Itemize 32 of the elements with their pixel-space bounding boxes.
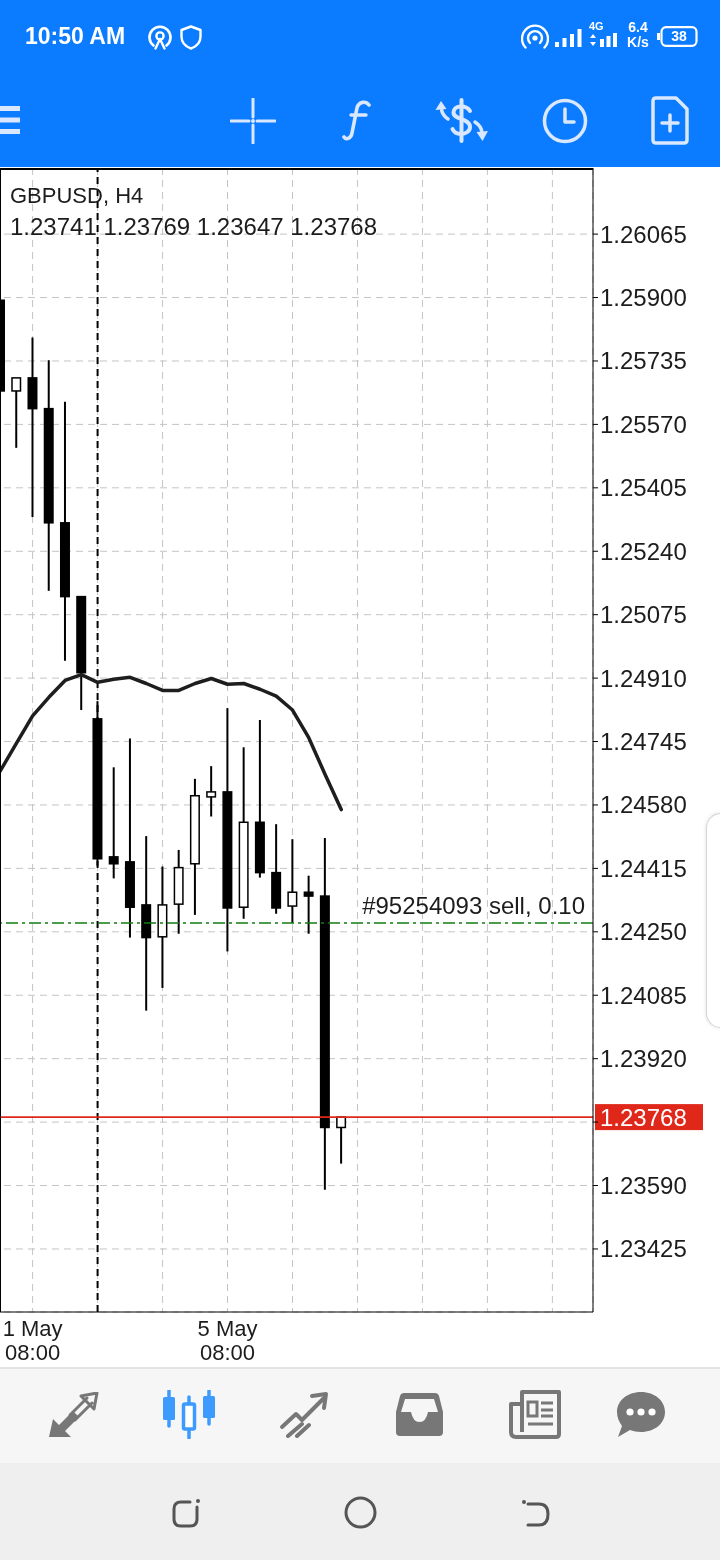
y-tick-label: 1.25900 xyxy=(600,284,687,312)
y-tick-label: 1.23590 xyxy=(600,1172,687,1200)
text: GBPUSD, H4 xyxy=(10,183,144,209)
candlestick xyxy=(206,765,217,818)
y-tick-label: 1.24745 xyxy=(600,728,687,756)
battery-icon: 38 xyxy=(657,26,698,47)
y-tick-label: 1.24250 xyxy=(600,918,687,946)
text: 10:50 AM xyxy=(25,23,126,50)
x-tick-label: 1 May 08:00 xyxy=(2,1316,63,1365)
line-series xyxy=(0,672,343,812)
text: 6.4 K/s xyxy=(626,19,650,50)
y-tick-label: 1.24415 xyxy=(600,854,687,882)
y-tick-label: 1.25075 xyxy=(600,601,687,629)
y-tick-label: 1.24910 xyxy=(600,664,687,692)
text: 1.23741 1.23769 1.23647 1.23768 xyxy=(10,213,378,241)
candlestick xyxy=(303,874,314,935)
y-tick-label: 1.24580 xyxy=(600,791,687,819)
y-tick-label: 1.23425 xyxy=(600,1235,687,1263)
y-tick-label: 1.25405 xyxy=(600,474,687,502)
y-tick-label: 1.25735 xyxy=(600,347,687,375)
candlestick xyxy=(11,376,22,449)
y-tick-label: 1.24085 xyxy=(600,981,687,1009)
y-tick-label: 1.25570 xyxy=(600,410,687,438)
y-tick-label: 1.26065 xyxy=(600,220,687,248)
ref-line-label: 1.23768 xyxy=(600,1104,687,1132)
y-tick-label: 1.25240 xyxy=(600,537,687,565)
x-tick-label: 5 May 08:00 xyxy=(197,1316,258,1365)
y-tick-label: 1.23920 xyxy=(600,1045,687,1073)
text: 4G xyxy=(589,20,604,32)
ref-line-label: #95254093 sell, 0.10 xyxy=(362,891,585,919)
candlestick xyxy=(287,838,298,924)
candlestick xyxy=(108,766,119,880)
